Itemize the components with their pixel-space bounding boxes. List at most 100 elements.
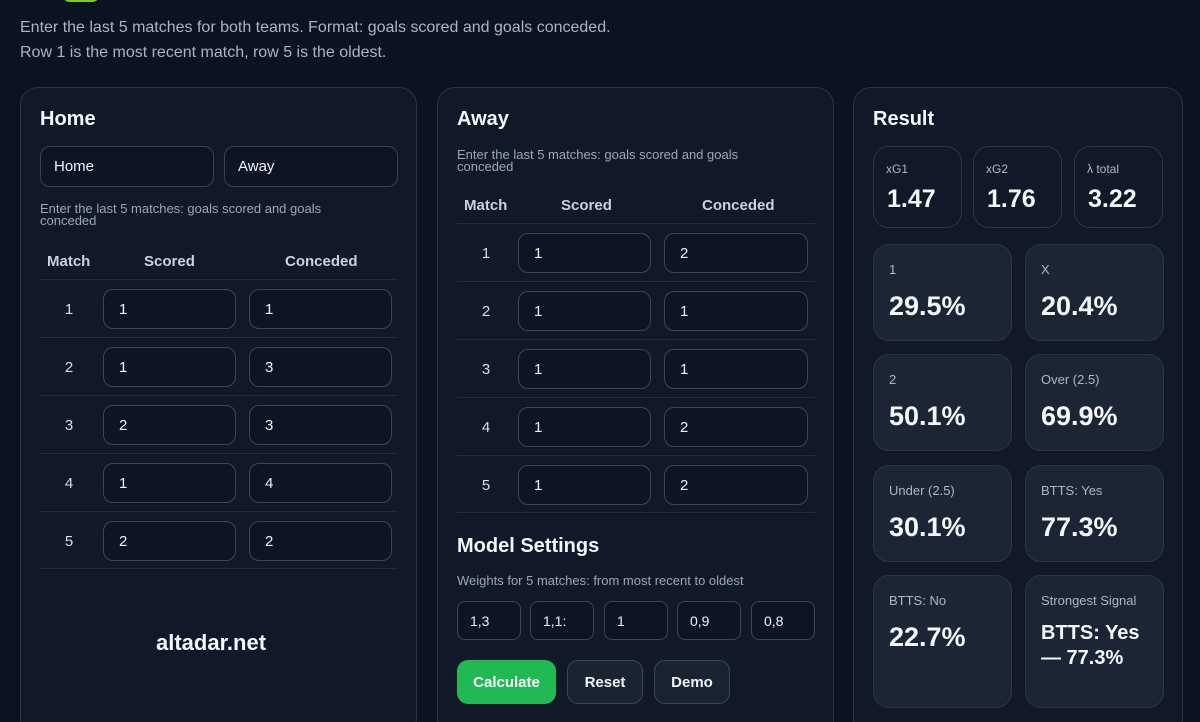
match-number: 3 bbox=[481, 361, 491, 378]
away-scored-input-2[interactable] bbox=[518, 291, 651, 331]
away-conceded-input-2[interactable] bbox=[664, 291, 808, 331]
home-scored-input-3[interactable] bbox=[103, 405, 236, 445]
strongest-signal-value: BTTS: Yes — 77.3% bbox=[1041, 622, 1140, 669]
home-match-row: 1 bbox=[40, 279, 398, 337]
weight-input-4[interactable] bbox=[677, 601, 741, 640]
home-conceded-input-5[interactable] bbox=[249, 521, 392, 561]
reset-button[interactable]: Reset bbox=[567, 660, 643, 704]
xg1-metric: xG1 1.47 bbox=[873, 146, 962, 228]
result-title: Result bbox=[873, 108, 935, 130]
away-match-row: 5 bbox=[457, 455, 815, 513]
instructions: Enter the last 5 matches for both teams.… bbox=[20, 15, 611, 65]
weight-input-2[interactable] bbox=[530, 601, 594, 640]
xg2-metric: xG2 1.76 bbox=[973, 146, 1062, 228]
weight-input-1[interactable] bbox=[457, 601, 521, 640]
metric-value: 1.47 bbox=[887, 185, 936, 213]
result-value: 20.4% bbox=[1041, 291, 1118, 321]
result-label: X bbox=[1041, 262, 1050, 277]
away-instruction: Enter the last 5 matches: goals scored a… bbox=[457, 147, 739, 174]
home-match-row: 3 bbox=[40, 395, 398, 453]
result-card-btts-yes: BTTS: Yes 77.3% bbox=[1025, 465, 1164, 562]
away-scored-input-4[interactable] bbox=[518, 407, 651, 447]
home-scored-input-5[interactable] bbox=[103, 521, 236, 561]
result-label: Over (2.5) bbox=[1041, 372, 1100, 387]
weight-input-5[interactable] bbox=[751, 601, 815, 640]
calculate-button[interactable]: Calculate bbox=[457, 660, 556, 704]
brand-text: altadar.net bbox=[156, 630, 267, 655]
home-conceded-input-4[interactable] bbox=[249, 463, 392, 503]
away-match-row: 1 bbox=[457, 223, 815, 281]
away-scored-input-5[interactable] bbox=[518, 465, 651, 505]
away-match-row: 3 bbox=[457, 339, 815, 397]
match-number: 4 bbox=[481, 419, 491, 436]
result-value: 50.1% bbox=[889, 401, 966, 431]
away-match-row: 2 bbox=[457, 281, 815, 339]
result-value: 30.1% bbox=[889, 512, 966, 542]
away-scored-header: Scored bbox=[561, 197, 612, 214]
result-panel: Result xG1 1.47 xG2 1.76 λ total 3.22 1 29.5… bbox=[853, 87, 1183, 722]
result-label: Strongest Signal bbox=[1041, 593, 1137, 608]
match-number: 4 bbox=[64, 475, 74, 492]
home-conceded-input-1[interactable] bbox=[249, 289, 392, 329]
home-match-row: 5 bbox=[40, 511, 398, 569]
home-panel: Home Enter the last 5 matches: goals sco… bbox=[20, 87, 417, 722]
demo-button[interactable]: Demo bbox=[654, 660, 730, 704]
away-scored-input-1[interactable] bbox=[518, 233, 651, 273]
result-label: 1 bbox=[889, 262, 897, 277]
match-number: 5 bbox=[481, 477, 491, 494]
home-conceded-input-3[interactable] bbox=[249, 405, 392, 445]
metric-label: xG1 bbox=[886, 162, 909, 176]
away-conceded-input-4[interactable] bbox=[664, 407, 808, 447]
home-match-row: 2 bbox=[40, 337, 398, 395]
away-match-header: Match bbox=[464, 197, 508, 214]
result-card-over: Over (2.5) 69.9% bbox=[1025, 354, 1164, 451]
weight-input-3[interactable] bbox=[604, 601, 668, 640]
result-label: 2 bbox=[889, 372, 897, 387]
away-conceded-header: Conceded bbox=[702, 197, 775, 214]
match-number: 1 bbox=[481, 245, 491, 262]
match-number: 3 bbox=[64, 417, 74, 434]
match-number: 1 bbox=[64, 301, 74, 318]
result-value: 69.9% bbox=[1041, 401, 1118, 431]
away-conceded-input-5[interactable] bbox=[664, 465, 808, 505]
metric-label: xG2 bbox=[986, 162, 1009, 176]
model-settings-title: Model Settings bbox=[457, 535, 600, 557]
home-conceded-input-2[interactable] bbox=[249, 347, 392, 387]
away-conceded-input-3[interactable] bbox=[664, 349, 808, 389]
away-team-name-input[interactable] bbox=[224, 146, 398, 187]
match-number: 5 bbox=[64, 533, 74, 550]
metric-label: λ total bbox=[1087, 162, 1120, 176]
home-match-row: 4 bbox=[40, 453, 398, 511]
header-accent bbox=[62, 0, 100, 2]
result-card-draw: X 20.4% bbox=[1025, 244, 1164, 341]
result-card-under: Under (2.5) 30.1% bbox=[873, 465, 1012, 562]
result-label: BTTS: Yes bbox=[1041, 483, 1103, 498]
result-value: 29.5% bbox=[889, 291, 966, 321]
instruction-line-2: Row 1 is the most recent match, row 5 is… bbox=[20, 44, 387, 61]
result-value: 77.3% bbox=[1041, 512, 1118, 542]
result-card-home-win: 1 29.5% bbox=[873, 244, 1012, 341]
result-label: Under (2.5) bbox=[889, 483, 955, 498]
result-card-btts-no: BTTS: No 22.7% bbox=[873, 575, 1012, 708]
away-scored-input-3[interactable] bbox=[518, 349, 651, 389]
home-team-name-input[interactable] bbox=[40, 146, 214, 187]
match-number: 2 bbox=[64, 359, 74, 376]
away-match-row: 4 bbox=[457, 397, 815, 455]
home-conceded-header: Conceded bbox=[285, 253, 358, 270]
metric-value: 3.22 bbox=[1088, 185, 1137, 213]
result-value: 22.7% bbox=[889, 622, 966, 652]
strongest-signal-card: Strongest Signal BTTS: Yes — 77.3% bbox=[1025, 575, 1164, 708]
home-scored-input-2[interactable] bbox=[103, 347, 236, 387]
home-scored-input-1[interactable] bbox=[103, 289, 236, 329]
instruction-line-1: Enter the last 5 matches for both teams.… bbox=[20, 19, 611, 36]
away-title: Away bbox=[457, 108, 509, 130]
home-scored-header: Scored bbox=[144, 253, 195, 270]
result-label: BTTS: No bbox=[889, 593, 947, 608]
away-panel: Away Enter the last 5 matches: goals sco… bbox=[437, 87, 834, 722]
home-match-header: Match bbox=[47, 253, 91, 270]
metric-value: 1.76 bbox=[987, 185, 1036, 213]
home-scored-input-4[interactable] bbox=[103, 463, 236, 503]
away-conceded-input-1[interactable] bbox=[664, 233, 808, 273]
lambda-total-metric: λ total 3.22 bbox=[1074, 146, 1163, 228]
home-instruction: Enter the last 5 matches: goals scored a… bbox=[40, 201, 322, 228]
